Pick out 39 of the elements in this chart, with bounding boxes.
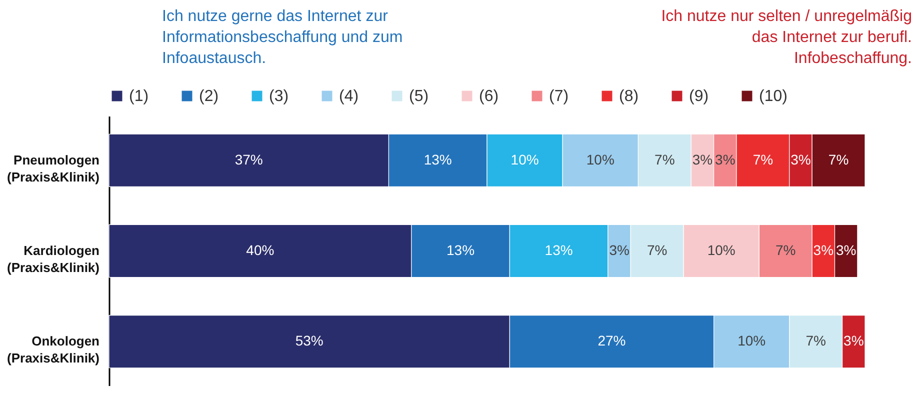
- legend-label: (10): [759, 88, 788, 105]
- data-label: 10%: [510, 151, 539, 168]
- data-label: 3%: [813, 242, 834, 258]
- data-label: 3%: [844, 332, 864, 349]
- text: Ich nutze gerne das Internet zur Informationsbeschaffung und zum Infoaustausch.: [162, 7, 404, 69]
- legend-label: (5): [409, 88, 429, 105]
- data-label: 7%: [828, 151, 849, 168]
- data-label: 7%: [752, 151, 774, 168]
- legend-label: (9): [689, 88, 709, 105]
- data-label: 10%: [707, 242, 736, 258]
- y-tick-label: Pneumologen (Praxis&Klinik): [7, 152, 100, 184]
- data-label: 37%: [234, 151, 263, 168]
- data-label: 10%: [738, 332, 766, 349]
- data-label: 13%: [424, 151, 452, 168]
- legend-label: (1): [129, 88, 149, 105]
- data-label: 7%: [806, 332, 826, 349]
- legend-label: (3): [269, 88, 289, 105]
- y-tick-label: Onkologen (Praxis&Klinik): [7, 334, 100, 366]
- data-label: 3%: [790, 151, 811, 168]
- data-label: 3%: [836, 242, 856, 258]
- data-label: 13%: [544, 242, 573, 258]
- legend-label: (6): [479, 88, 499, 105]
- data-label: 7%: [654, 151, 675, 168]
- data-label: 27%: [598, 332, 626, 349]
- legend-label: (2): [199, 88, 219, 105]
- legend-label: (7): [549, 88, 569, 105]
- data-label: 53%: [295, 332, 324, 349]
- data-label: 3%: [715, 151, 736, 168]
- legend-label: (8): [619, 88, 639, 105]
- data-label: 3%: [692, 151, 713, 168]
- data-label: 7%: [646, 242, 668, 258]
- data-label: 10%: [586, 151, 614, 168]
- data-label: 13%: [446, 242, 475, 258]
- data-label: 3%: [609, 242, 630, 258]
- y-tick-label: Kardiologen (Praxis&Klinik): [7, 243, 100, 275]
- data-label: 7%: [776, 242, 796, 258]
- legend-label: (4): [339, 88, 359, 105]
- text: Ich nutze nur selten / unregelmäßig das Internet zur berufl. Infobeschaffung.: [660, 7, 912, 69]
- data-label: 40%: [246, 242, 274, 258]
